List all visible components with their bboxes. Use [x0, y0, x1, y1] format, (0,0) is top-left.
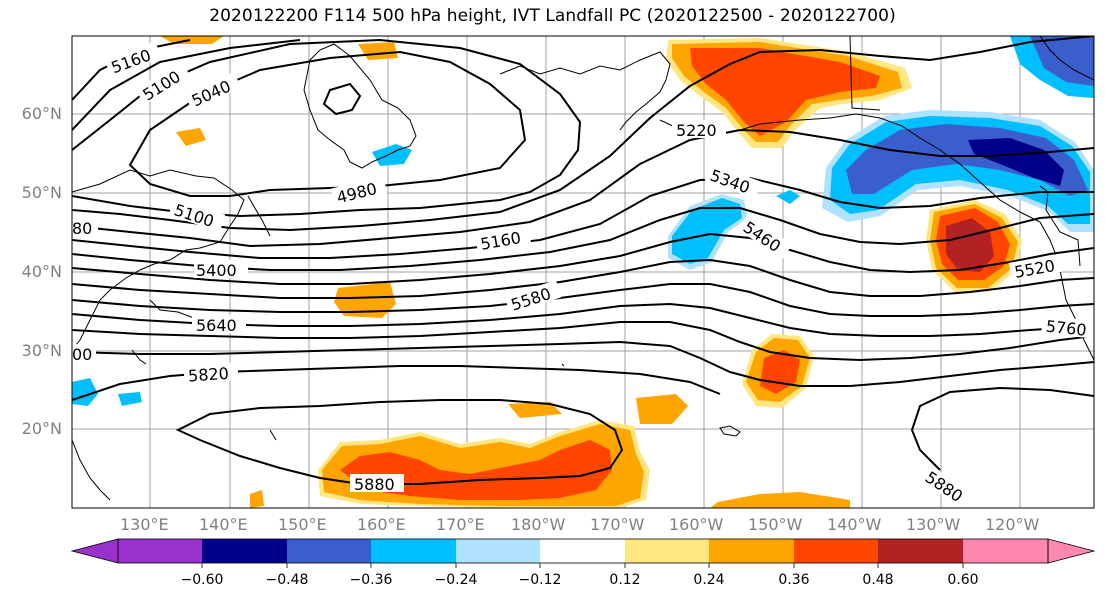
contour-label: 00 [72, 345, 92, 364]
contour-label: 80 [72, 219, 92, 238]
contour-label: 5220 [676, 121, 717, 140]
colorbar-tick-label: −0.12 [518, 572, 562, 588]
colorbar-segment [709, 539, 794, 563]
contour-label: 5100 [172, 200, 217, 231]
contour-label: 5160 [109, 45, 154, 77]
height-contours [72, 36, 1094, 485]
colorbar-tick-label: 0.60 [947, 572, 979, 588]
colorbar-tick-label: −0.36 [349, 572, 393, 588]
colorbar-extend-high [1047, 538, 1096, 564]
lon-label: 150°W [748, 515, 803, 534]
lon-label: 160°E [357, 515, 406, 534]
contour-label: 5580 [509, 284, 554, 315]
colorbar-tick-label: −0.60 [180, 572, 224, 588]
contour-label: 5760 [1045, 317, 1087, 340]
contour-label: 5400 [196, 261, 237, 280]
contour-labels: 5160 5100 5040 4980 5100 5220 5340 5460 … [72, 41, 1094, 508]
colorbar-segment [287, 539, 371, 563]
colorbar-tick-label: −0.24 [434, 572, 478, 588]
colorbar-segment [118, 539, 202, 563]
lon-label: 130°W [906, 515, 961, 534]
colorbar-segment [963, 539, 1048, 563]
contour-label: 5100 [139, 67, 184, 105]
contour-label: 4980 [335, 179, 379, 207]
contour-label: 5040 [189, 76, 234, 110]
contour-label: 5160 [479, 228, 522, 254]
lon-label: 180°W [511, 515, 566, 534]
colorbar-extend-low [70, 538, 119, 564]
lat-label: 40°N [21, 262, 62, 281]
map-title: 2020122200 F114 500 hPa height, IVT Land… [209, 6, 896, 26]
contour-label: 5880 [354, 475, 395, 494]
colorbar-segment [202, 539, 287, 563]
lon-label: 170°E [436, 515, 485, 534]
colorbar-tick-label: 0.48 [862, 572, 894, 588]
colorbar-segment [371, 539, 456, 563]
colorbar-segment [625, 539, 709, 563]
contour-label: 5640 [196, 316, 237, 335]
colorbar-segment [794, 539, 878, 563]
lon-label: 130°E [120, 515, 169, 534]
colorbar-segment [540, 539, 625, 563]
contour-label: 5820 [187, 364, 229, 386]
colorbar-tick-label: −0.48 [265, 572, 309, 588]
lat-label: 60°N [21, 104, 62, 123]
colorbar-tick-label: 0.12 [609, 572, 641, 588]
colorbar-segment [456, 539, 540, 563]
map-frame [71, 35, 1095, 509]
lon-label: 140°E [199, 515, 248, 534]
colorbar-tick-label: 0.24 [693, 572, 725, 588]
lon-label: 150°E [278, 515, 327, 534]
lon-label: 120°W [985, 515, 1040, 534]
lon-label: 140°W [827, 515, 882, 534]
colorbar-tick-label: 0.36 [778, 572, 810, 588]
lat-label: 20°N [21, 419, 62, 438]
colorbar-segment [878, 539, 963, 563]
lon-label: 160°W [669, 515, 724, 534]
lat-label: 30°N [21, 341, 62, 360]
colorbar [70, 538, 1096, 568]
lat-label: 50°N [21, 183, 62, 202]
lon-label: 170°W [590, 515, 645, 534]
